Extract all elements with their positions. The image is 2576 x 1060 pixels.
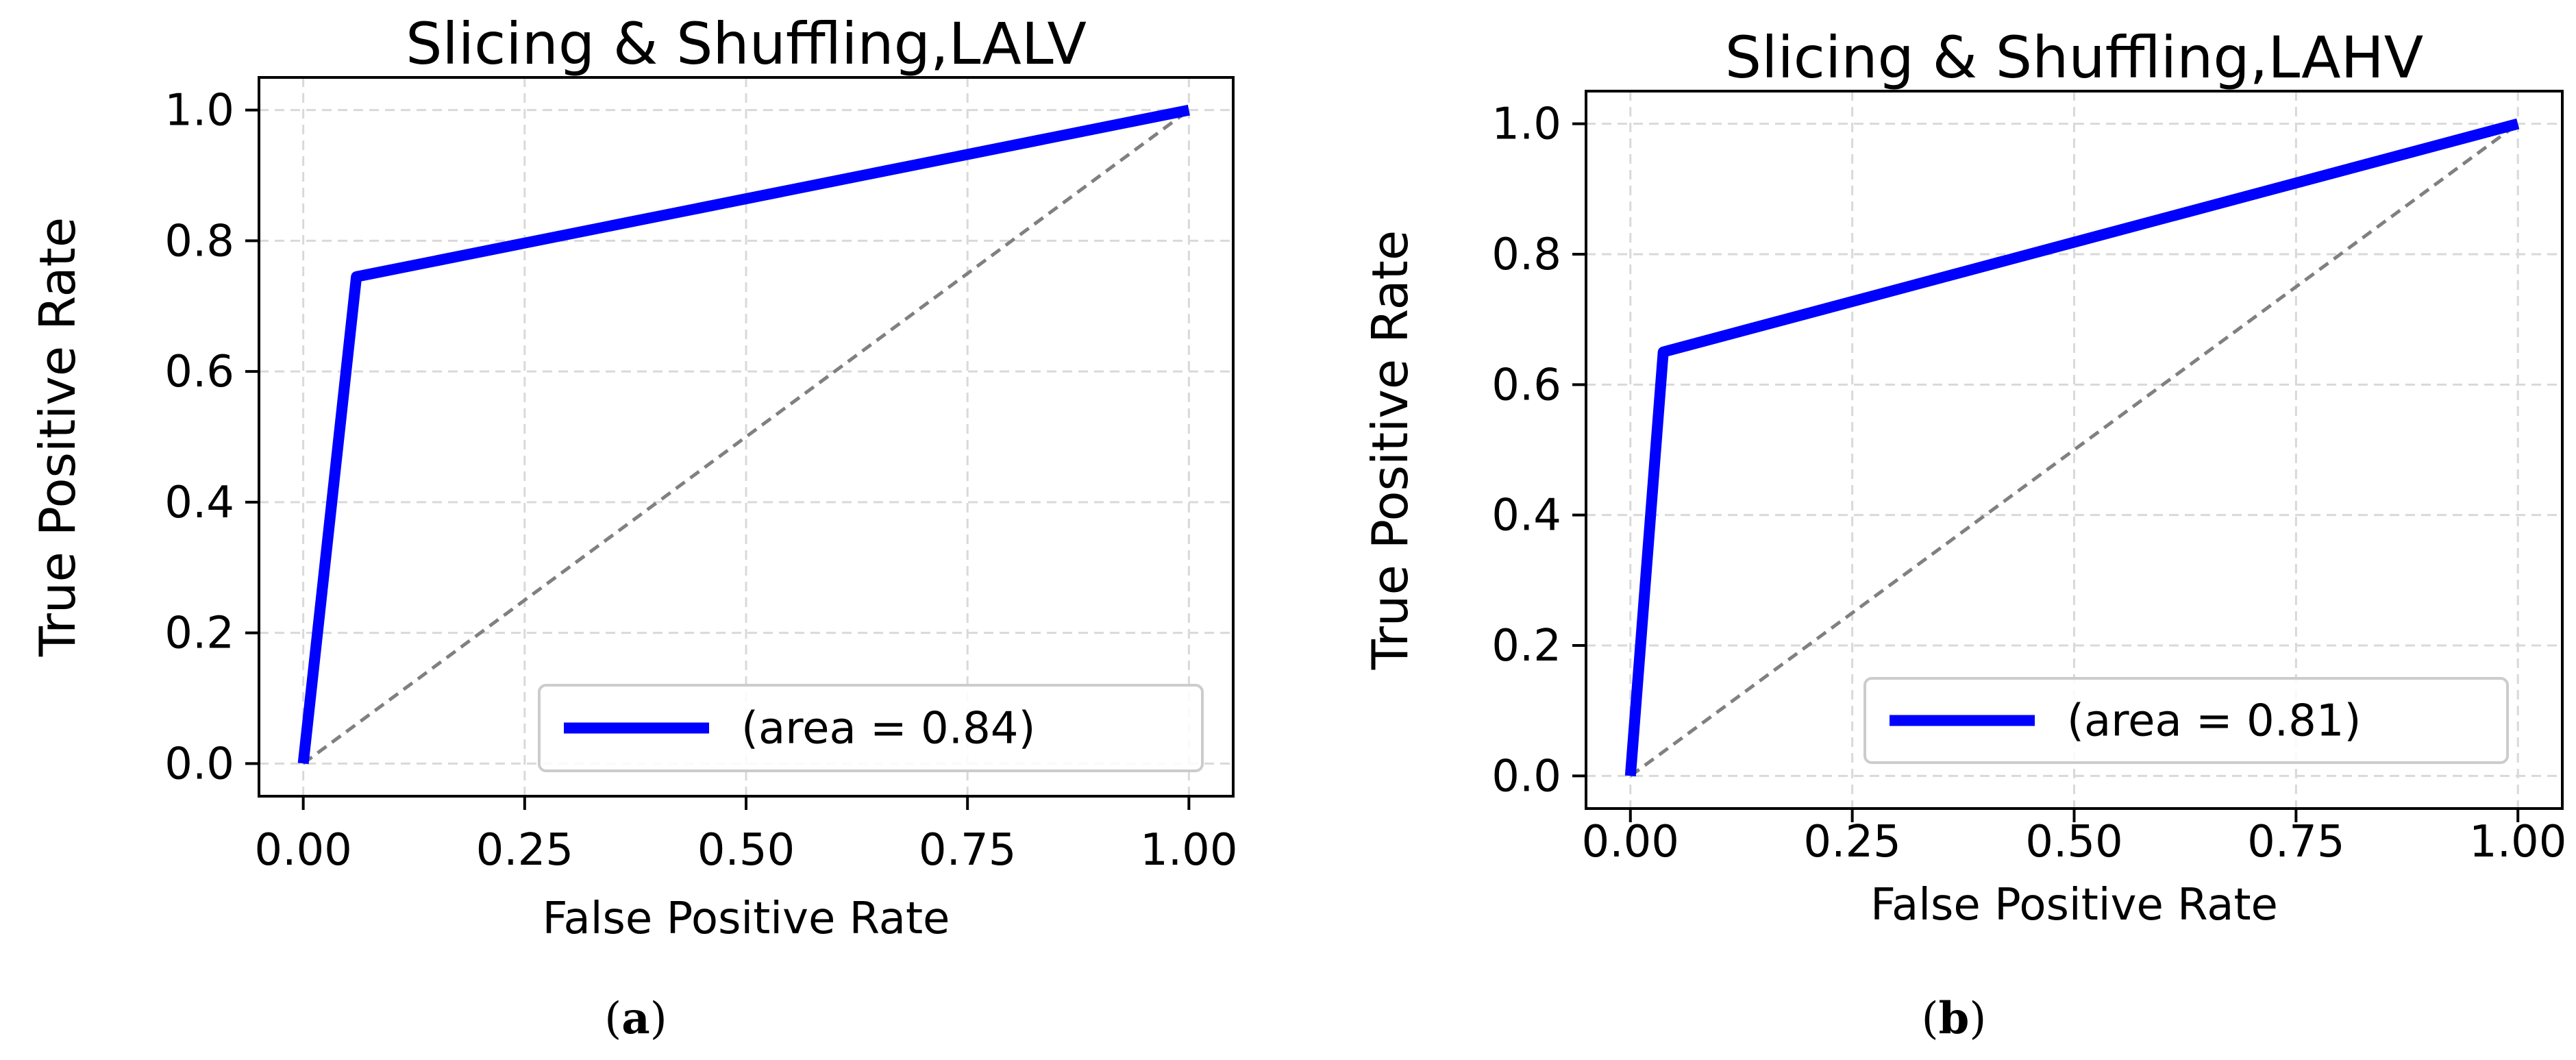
y-tick-label: 0.6 bbox=[1491, 360, 1561, 410]
y-tick-label: 0.6 bbox=[164, 347, 234, 397]
roc-curve-line bbox=[297, 104, 1190, 765]
y-tick-label: 0.8 bbox=[164, 216, 234, 267]
y-tick-label: 0.0 bbox=[1491, 751, 1561, 802]
legend-label: (area = 0.81) bbox=[2067, 696, 2361, 747]
x-tick-label: 1.00 bbox=[1140, 825, 1238, 876]
x-axis-label: False Positive Rate bbox=[1870, 880, 2278, 930]
x-tick-label: 0.25 bbox=[1803, 817, 1901, 867]
panel-caption: (b) bbox=[1922, 993, 1987, 1044]
y-axis-label: True Positive Rate bbox=[29, 217, 86, 657]
x-tick-label: 0.00 bbox=[1582, 817, 1680, 867]
chart-title: Slicing & Shuffling,LAHV bbox=[1725, 24, 2423, 91]
y-tick-label: 0.4 bbox=[164, 478, 234, 528]
roc-curve-line bbox=[1624, 118, 2520, 777]
x-tick-label: 0.00 bbox=[254, 825, 352, 876]
y-tick-label: 0.2 bbox=[1491, 621, 1561, 671]
chance-diagonal-line bbox=[302, 108, 1190, 765]
legend: (area = 0.84) bbox=[538, 684, 1204, 772]
chart-title: Slicing & Shuffling,LALV bbox=[406, 10, 1087, 77]
legend-box bbox=[538, 684, 1204, 772]
legend-label: (area = 0.84) bbox=[741, 704, 1035, 754]
y-axis-label: True Positive Rate bbox=[1361, 230, 1419, 670]
panel-caption: (a) bbox=[604, 993, 667, 1044]
y-tick-label: 1.0 bbox=[1491, 99, 1561, 150]
chart-panel-b: 0.00 0.25 0.50 0.75 1.00 0.0 0.2 0.4 0.6 0.8 1.0 Sl… bbox=[1361, 24, 2566, 1044]
y-tick-label: 0.0 bbox=[164, 739, 234, 789]
x-tick-label: 1.00 bbox=[2469, 817, 2567, 867]
chance-diagonal-line bbox=[1629, 122, 2519, 778]
x-tick-label: 0.50 bbox=[2025, 817, 2123, 867]
x-tick-label: 0.75 bbox=[2247, 817, 2345, 867]
y-tick-label: 0.2 bbox=[164, 608, 234, 659]
y-tick-label: 0.4 bbox=[1491, 491, 1561, 541]
y-tick-label: 1.0 bbox=[164, 86, 234, 136]
legend-box bbox=[1863, 677, 2509, 764]
x-tick-label: 0.25 bbox=[476, 825, 574, 876]
x-tick-label: 0.75 bbox=[919, 825, 1017, 876]
x-axis-label: False Positive Rate bbox=[543, 893, 950, 944]
y-tick-label: 0.8 bbox=[1491, 230, 1561, 280]
chart-panel-a: 0.00 0.25 0.50 0.75 1.00 0.0 0.2 0.4 0.6 0.8 1.0 Sl… bbox=[29, 10, 1238, 1044]
x-tick-label: 0.50 bbox=[697, 825, 795, 876]
legend: (area = 0.81) bbox=[1863, 677, 2509, 764]
